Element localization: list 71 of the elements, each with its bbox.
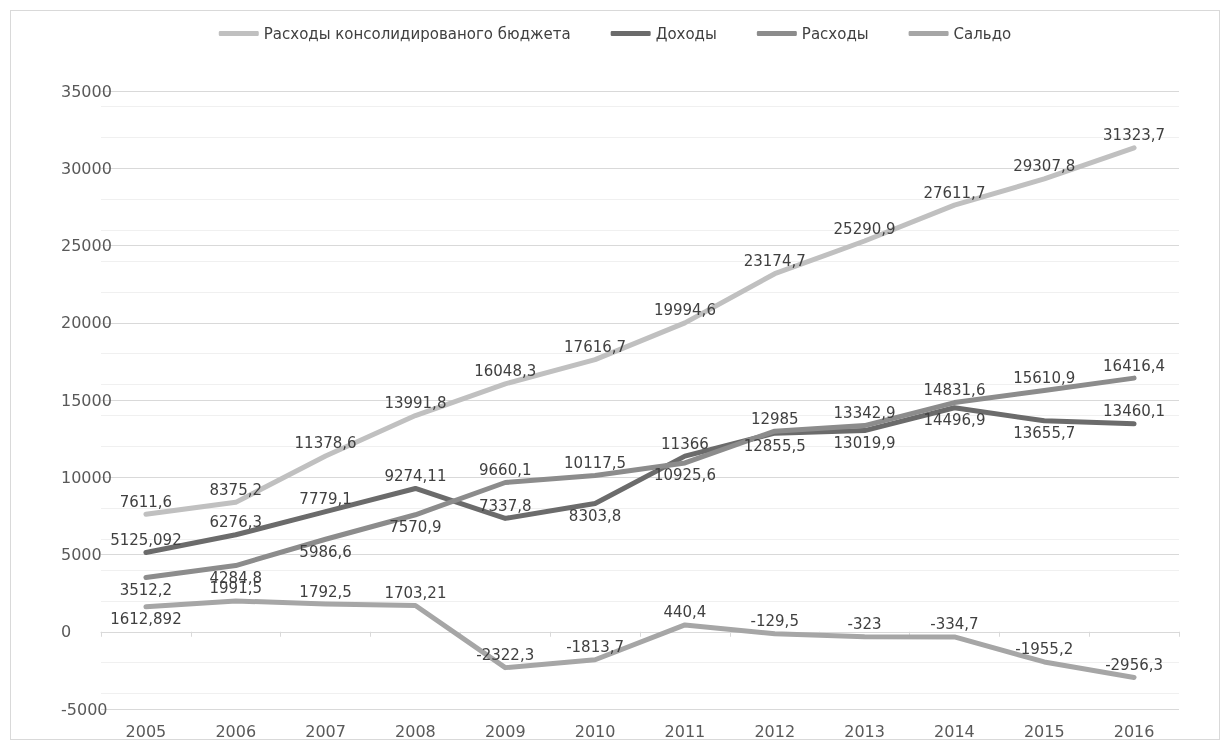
data-label: 3512,2 bbox=[119, 580, 173, 599]
data-label: 9660,1 bbox=[479, 461, 532, 479]
x-tick-label: 2012 bbox=[754, 721, 796, 741]
data-label: -1955,2 bbox=[1015, 640, 1074, 659]
x-tick-label: 2009 bbox=[484, 721, 526, 741]
data-label: 13655,7 bbox=[1013, 424, 1076, 443]
x-tick-label: 2011 bbox=[664, 721, 706, 741]
data-label: -323 bbox=[847, 615, 882, 634]
data-label: 14496,9 bbox=[923, 411, 986, 430]
data-label: 11366 bbox=[661, 434, 709, 453]
y-tick-label: 0 bbox=[61, 622, 72, 642]
data-label: 13991,8 bbox=[384, 394, 447, 413]
y-tick-label: 35000 bbox=[61, 81, 112, 101]
data-label: 19994,6 bbox=[653, 301, 716, 320]
y-tick-label: 25000 bbox=[61, 236, 112, 255]
data-label: 10925,6 bbox=[653, 466, 716, 485]
x-tick-label: 2010 bbox=[574, 721, 616, 741]
legend-label: Сальдо bbox=[953, 24, 1012, 43]
data-label: -1813,7 bbox=[566, 638, 625, 657]
data-label: 1792,5 bbox=[299, 582, 352, 601]
y-tick-label: 15000 bbox=[61, 390, 112, 410]
x-tick-label: 2015 bbox=[1023, 721, 1065, 741]
legend-label: Расходы bbox=[801, 24, 869, 43]
data-label: 17616,7 bbox=[564, 338, 627, 357]
legend-label: Доходы bbox=[655, 24, 717, 43]
y-tick-label: 30000 bbox=[61, 158, 112, 178]
legend-label: Расходы консолидированого бюджета bbox=[263, 24, 571, 43]
data-label: 25290,9 bbox=[833, 219, 896, 238]
y-tick-label: 5000 bbox=[61, 545, 102, 564]
data-label: 16048,3 bbox=[474, 362, 537, 381]
data-label: 15610,9 bbox=[1013, 369, 1076, 388]
data-label: 12985 bbox=[750, 409, 799, 428]
data-label: 16416,4 bbox=[1103, 356, 1166, 375]
data-label: 11378,6 bbox=[294, 434, 357, 453]
data-label: 10117,5 bbox=[564, 453, 627, 472]
data-label: -2956,3 bbox=[1105, 655, 1164, 674]
data-label: 29307,8 bbox=[1013, 157, 1076, 176]
data-label: 9274,11 bbox=[384, 466, 447, 485]
data-label: 1703,21 bbox=[384, 583, 447, 602]
data-label: 7570,9 bbox=[389, 518, 442, 537]
data-label: 13342,9 bbox=[833, 404, 896, 423]
x-tick-label: 2005 bbox=[125, 721, 167, 741]
data-label: -2322,3 bbox=[476, 646, 535, 665]
data-label: 5986,6 bbox=[299, 542, 352, 561]
data-label: -334,7 bbox=[930, 615, 979, 634]
y-tick-label: 20000 bbox=[61, 313, 112, 333]
data-label: 7611,6 bbox=[119, 492, 173, 511]
data-label: 14831,6 bbox=[923, 381, 986, 400]
data-label: 8375,2 bbox=[209, 480, 262, 499]
x-tick-label: 2007 bbox=[305, 721, 346, 741]
y-tick-label: 10000 bbox=[61, 467, 112, 487]
data-label: 27611,7 bbox=[923, 183, 986, 202]
data-label: 7779,1 bbox=[299, 490, 352, 509]
data-label: 12855,5 bbox=[743, 436, 806, 455]
x-tick-label: 2006 bbox=[215, 721, 257, 741]
data-label: 31323,7 bbox=[1103, 126, 1166, 145]
data-label: 6276,3 bbox=[209, 513, 262, 532]
data-label: -129,5 bbox=[750, 612, 799, 631]
data-label: 23174,7 bbox=[743, 252, 806, 271]
data-label: 1612,892 bbox=[110, 610, 182, 629]
data-label: 440,4 bbox=[663, 603, 707, 622]
data-label: 8303,8 bbox=[568, 506, 622, 525]
x-tick-label: 2008 bbox=[395, 721, 436, 741]
data-label: 5125,092 bbox=[110, 531, 182, 550]
y-tick-label: -5000 bbox=[61, 699, 108, 719]
x-tick-label: 2014 bbox=[934, 721, 975, 741]
x-tick-label: 2016 bbox=[1113, 721, 1155, 741]
x-tick-label: 2013 bbox=[844, 721, 885, 741]
data-label: 13019,9 bbox=[833, 434, 896, 453]
data-label: 13460,1 bbox=[1103, 402, 1166, 421]
data-label: 7337,8 bbox=[479, 496, 532, 515]
